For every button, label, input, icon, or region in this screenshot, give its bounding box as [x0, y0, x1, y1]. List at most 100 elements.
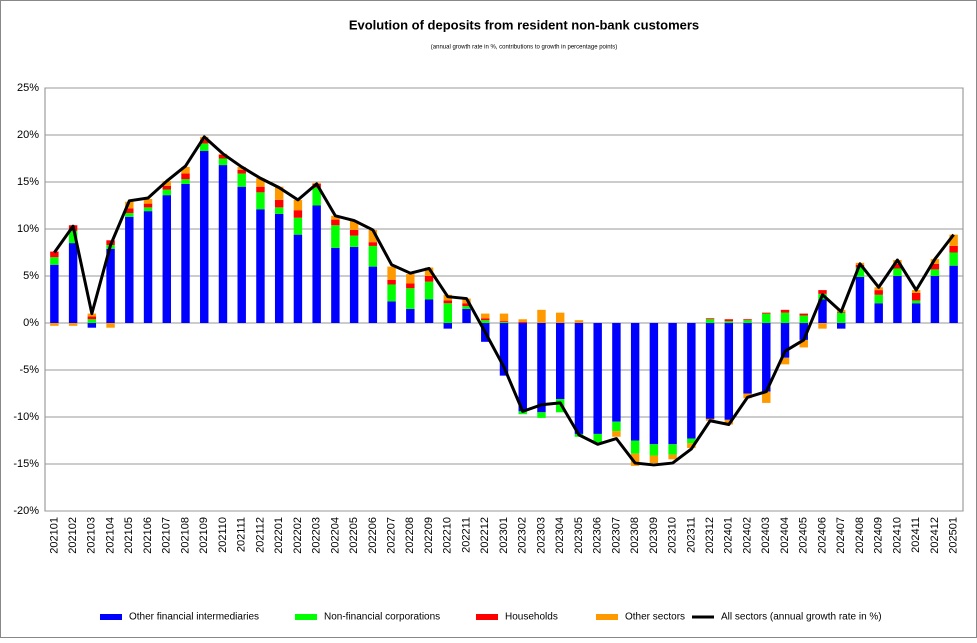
bar [106, 323, 115, 328]
x-tick-label: 202111 [236, 517, 248, 552]
bar [537, 412, 546, 418]
bar [274, 213, 284, 323]
bar [949, 265, 958, 323]
bar [705, 318, 715, 320]
x-tick-label: 202401 [723, 517, 735, 554]
bar [612, 421, 621, 432]
bar [612, 323, 621, 422]
bar [331, 225, 340, 248]
bar [162, 189, 171, 196]
bar [818, 299, 827, 323]
x-tick-label: 202201 [273, 517, 285, 554]
bar [125, 201, 134, 209]
x-tick-label: 202308 [629, 517, 641, 554]
x-tick-label: 202305 [573, 517, 585, 554]
x-tick-label: 202209 [423, 517, 435, 554]
bar [762, 323, 771, 392]
bar [143, 207, 153, 212]
x-tick-label: 202411 [910, 517, 922, 553]
bar [762, 313, 771, 323]
bar [930, 263, 940, 270]
legend-label: Other financial intermediaries [129, 612, 259, 623]
bar [893, 276, 902, 323]
bar [256, 192, 265, 210]
x-tick-label: 202406 [816, 517, 828, 554]
x-tick-label: 202208 [404, 517, 416, 554]
x-tick-label: 202410 [891, 517, 903, 554]
bar [612, 431, 621, 437]
bar [593, 323, 602, 434]
bar [143, 211, 153, 323]
bar [855, 267, 865, 277]
bar [349, 229, 359, 236]
bar [293, 234, 303, 323]
bar [406, 283, 415, 289]
bar [462, 306, 471, 309]
bar [874, 294, 883, 304]
x-tick-label: 202110 [217, 517, 229, 553]
x-tick-label: 202303 [535, 517, 547, 554]
x-tick-label: 202211 [460, 517, 472, 553]
legend-swatch [295, 614, 317, 620]
bar [687, 438, 696, 444]
bar [705, 319, 715, 323]
bar [780, 309, 790, 313]
bar [855, 276, 865, 323]
bar [143, 198, 153, 204]
bar [368, 245, 378, 267]
bar [274, 199, 284, 208]
bar [949, 234, 958, 246]
bar [312, 205, 321, 323]
bar [406, 308, 415, 323]
bar [724, 323, 734, 420]
y-tick-label: -20% [13, 505, 39, 517]
bar [537, 309, 546, 323]
bar [200, 139, 209, 144]
bar [293, 217, 303, 235]
x-tick-label: 202103 [86, 517, 98, 554]
x-tick-label: 202306 [592, 517, 604, 554]
bar [911, 303, 921, 323]
bar [181, 183, 190, 323]
bar [331, 215, 340, 220]
y-tick-label: 5% [23, 270, 39, 282]
x-tick-label: 202310 [667, 517, 679, 554]
x-tick-label: 202210 [442, 517, 454, 554]
bar [837, 312, 846, 323]
bar [368, 266, 378, 323]
bar [949, 252, 958, 266]
bar [481, 320, 490, 323]
bar [162, 181, 171, 186]
x-tick-label: 202104 [104, 517, 116, 554]
bar [125, 213, 134, 217]
bar [256, 209, 265, 323]
x-tick-label: 202311 [685, 517, 697, 553]
bar [424, 267, 434, 276]
y-tick-label: 25% [17, 82, 39, 94]
x-tick-label: 202102 [67, 517, 79, 554]
bar [799, 323, 808, 340]
bar [200, 143, 209, 151]
bar [874, 303, 883, 323]
chart-title: Evolution of deposits from resident non-… [349, 17, 699, 32]
bar [368, 242, 378, 246]
x-tick-label: 202412 [929, 517, 941, 554]
bar [930, 269, 940, 276]
bar [687, 443, 696, 449]
bar [499, 321, 509, 323]
bar [181, 179, 190, 184]
y-tick-label: -15% [13, 458, 39, 470]
bar [50, 323, 59, 326]
bar [762, 312, 771, 314]
bar [387, 284, 396, 302]
bar [724, 321, 734, 323]
x-tick-label: 202302 [517, 517, 529, 554]
bar [87, 316, 97, 320]
bar [274, 207, 284, 214]
bar [162, 195, 171, 323]
bar [406, 274, 415, 284]
legend-label: Households [505, 612, 558, 623]
bar [443, 323, 453, 329]
bar [87, 319, 97, 323]
